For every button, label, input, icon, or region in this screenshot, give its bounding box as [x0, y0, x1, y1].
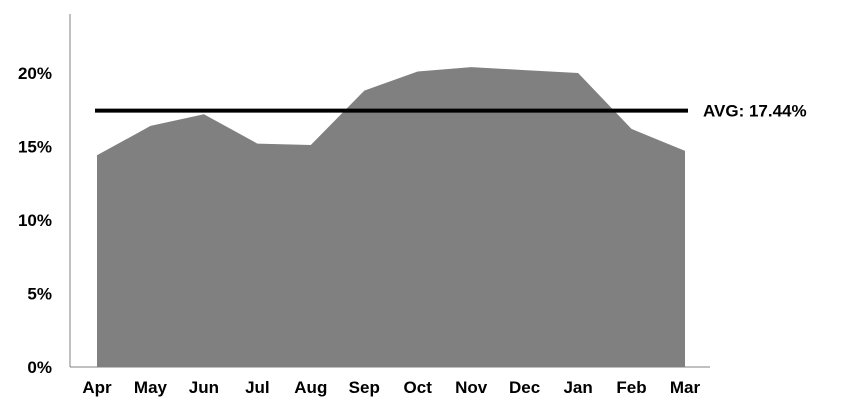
x-tick-label: Oct — [404, 378, 433, 397]
x-tick-label: Mar — [670, 378, 701, 397]
x-tick-label: Dec — [509, 378, 540, 397]
x-tick-label: Jul — [245, 378, 270, 397]
y-tick-label: 10% — [18, 211, 52, 230]
average-label: AVG: 17.44% — [703, 102, 807, 121]
y-tick-label: 15% — [18, 138, 52, 157]
y-tick-label: 0% — [27, 358, 52, 377]
y-axis-ticks: 0% 5% 10% 15% 20% — [18, 64, 52, 377]
y-tick-label: 20% — [18, 64, 52, 83]
area-series — [97, 67, 685, 367]
x-tick-label: May — [134, 378, 168, 397]
x-tick-label: Jan — [563, 378, 592, 397]
x-tick-label: Jun — [189, 378, 219, 397]
x-tick-label: Feb — [616, 378, 646, 397]
x-tick-label: Sep — [349, 378, 380, 397]
x-axis-ticks: Apr May Jun Jul Aug Sep Oct Nov Dec Jan Feb Mar — [82, 378, 700, 397]
area-series-layer — [97, 67, 685, 367]
y-tick-label: 5% — [27, 285, 52, 304]
x-tick-label: Apr — [82, 378, 112, 397]
x-tick-label: Nov — [455, 378, 488, 397]
x-tick-label: Aug — [294, 378, 327, 397]
